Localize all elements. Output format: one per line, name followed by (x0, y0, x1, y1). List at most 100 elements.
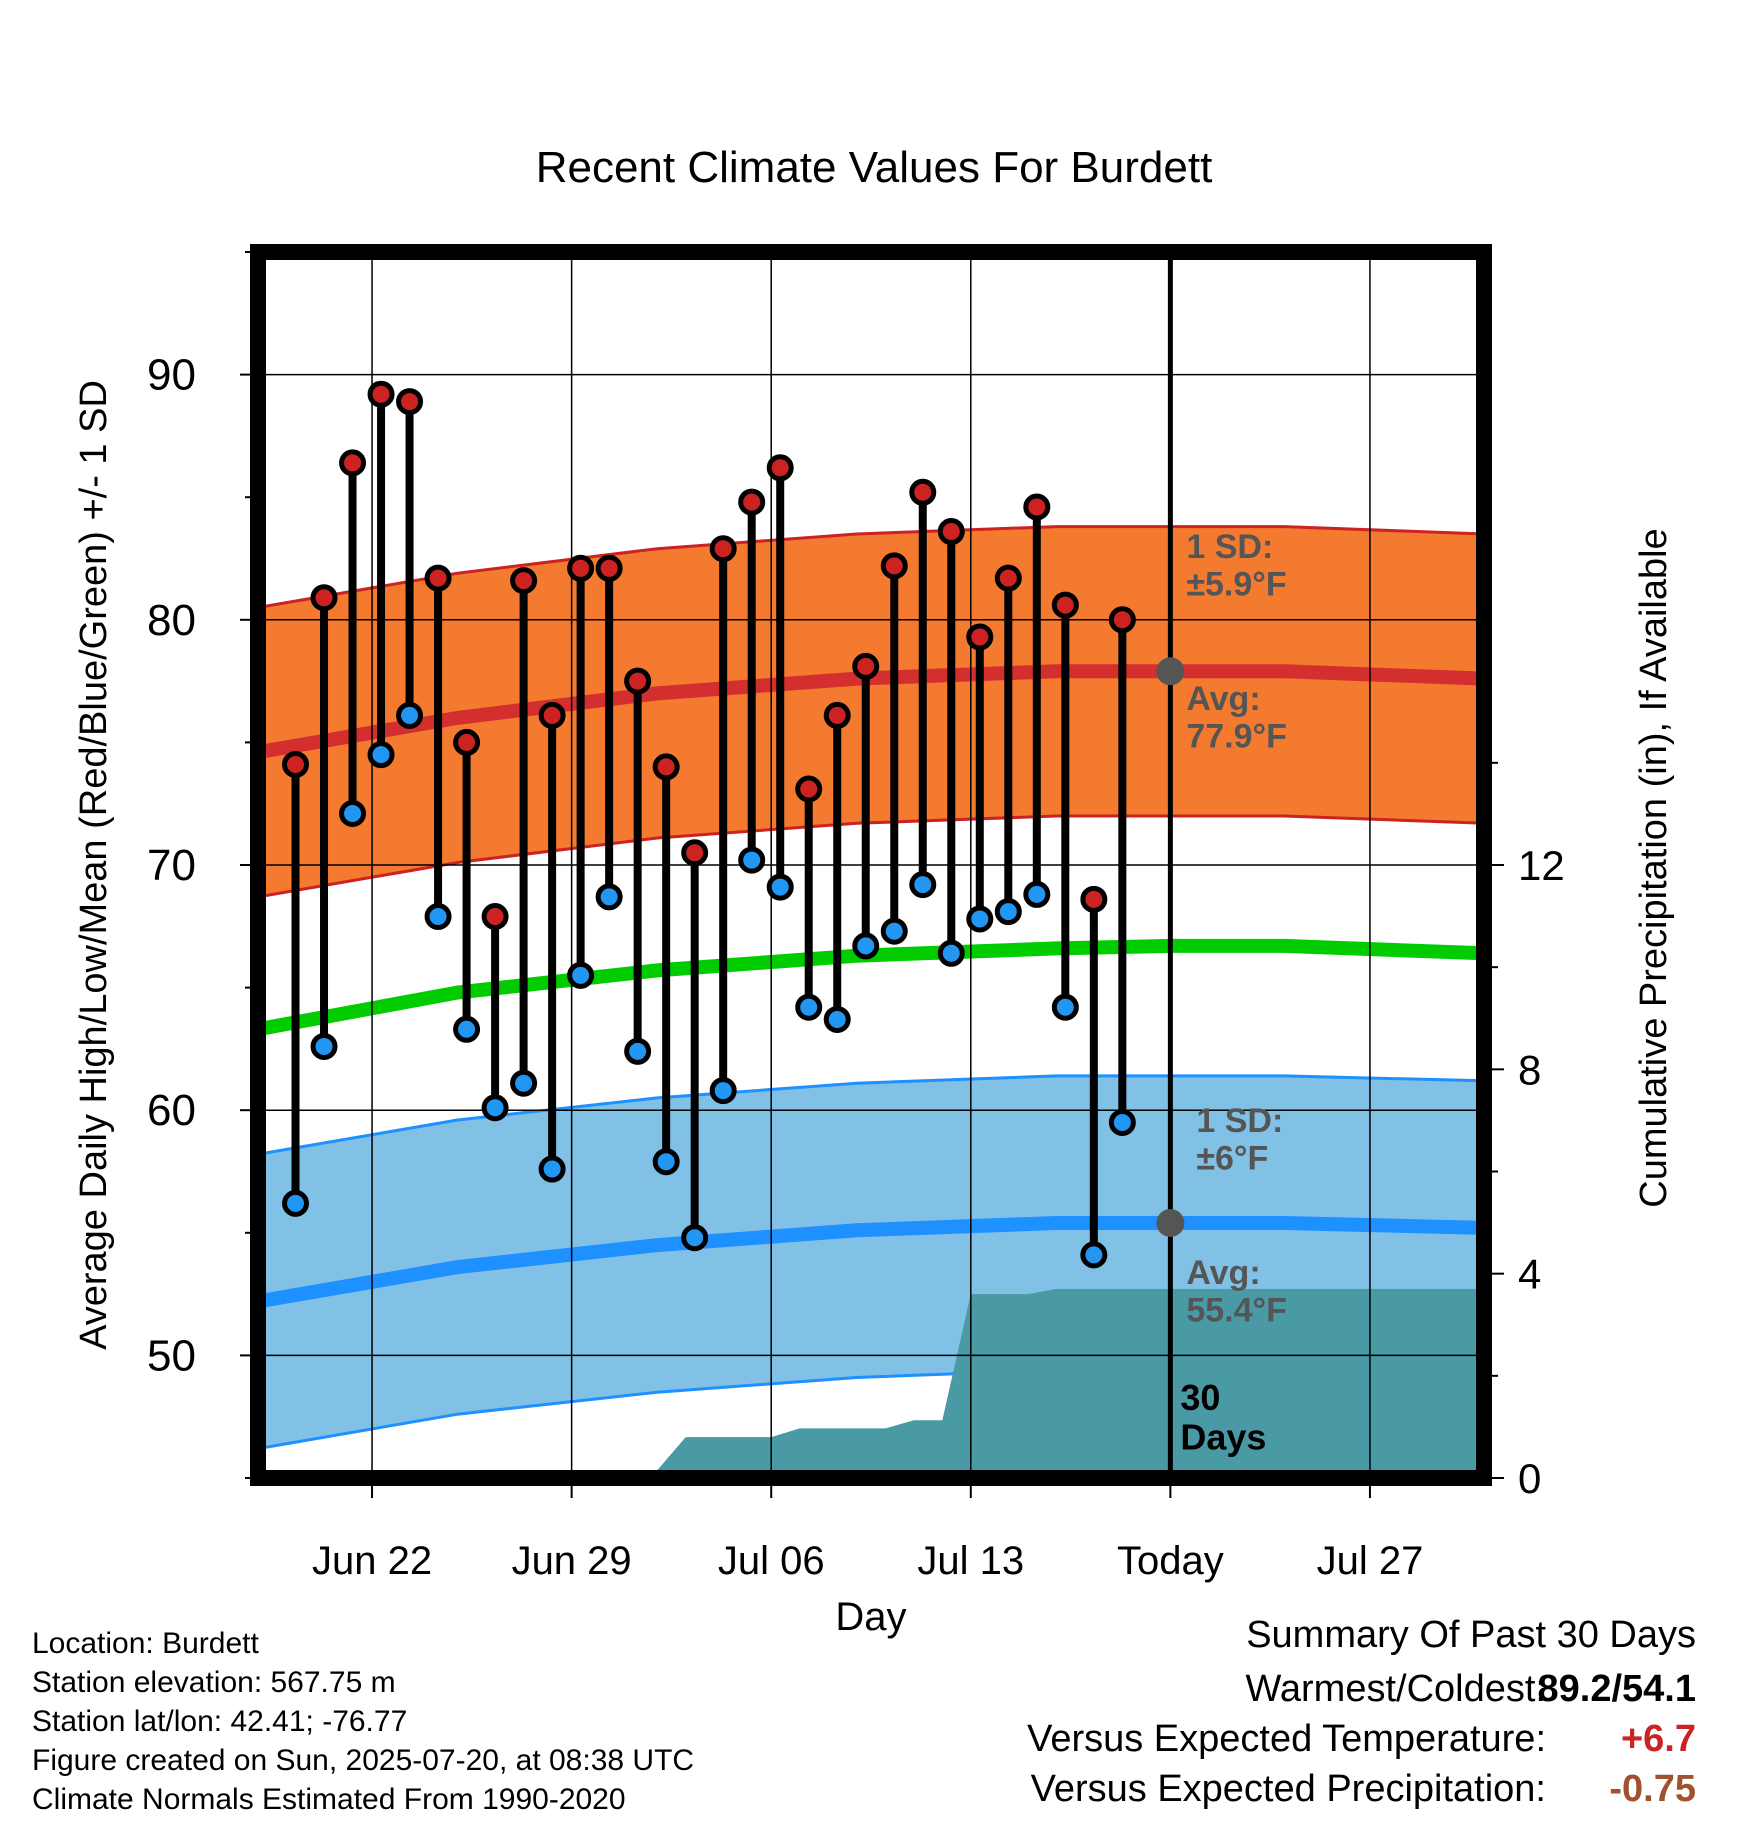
chart-title: Recent Climate Values For Burdett (536, 143, 1213, 192)
daily-low-point (367, 741, 395, 769)
daily-high-point (738, 488, 766, 516)
daily-high-point (681, 839, 709, 867)
mean-normal-line (258, 938, 1484, 1037)
y-right-axis-label: Cumulative Precipitation (in), If Availa… (1633, 528, 1675, 1207)
precip-diff-label: Versus Expected Precipitation: (1030, 1768, 1546, 1810)
high-avg-annotation: Avg: 77.9°F (1186, 680, 1287, 755)
daily-low-point (738, 846, 766, 874)
daily-high-point (310, 584, 338, 612)
latlon-text: Station lat/lon: 42.41; -76.77 (32, 1705, 408, 1738)
daily-low-point (766, 873, 794, 901)
precip-diff-value: -0.75 (1609, 1768, 1696, 1810)
daily-high-point (880, 552, 908, 580)
summary-row-warmest: Warmest/Coldest: 89.2/54.1 (796, 1668, 1696, 1718)
daily-high-point (709, 535, 737, 563)
daily-low-point (339, 800, 367, 828)
y-right-tick-label: 8 (1518, 1046, 1541, 1093)
daily-series (282, 380, 1136, 1269)
summary-row-precip: Versus Expected Precipitation: -0.75 (796, 1768, 1696, 1818)
daily-low-point (937, 939, 965, 967)
summary-title-row: Summary Of Past 30 Days (796, 1614, 1696, 1668)
daily-low-point (823, 1005, 851, 1033)
created-text: Figure created on Sun, 2025-07-20, at 08… (32, 1744, 695, 1777)
x-tick-label: Jul 27 (1317, 1539, 1424, 1583)
summary-row-temp: Versus Expected Temperature: +6.7 (796, 1718, 1696, 1768)
today-low-normal-marker (1156, 1208, 1185, 1237)
temp-diff-value: +6.7 (1620, 1718, 1696, 1760)
annotations: 1 SD: ±5.9°F Avg: 77.9°F 1 SD: ±6°F Avg: 55.4°F… (1156, 528, 1287, 1458)
daily-high-point (510, 567, 538, 595)
high-band-lower-edge (258, 814, 1484, 899)
y-right-tick-label: 12 (1518, 842, 1565, 889)
daily-low-point (1080, 1241, 1108, 1269)
x-axis-label: Day (835, 1595, 906, 1639)
daily-low-point (1023, 880, 1051, 908)
x-tick-label: Today (1117, 1539, 1224, 1583)
daily-high-point (595, 554, 623, 582)
daily-low-point (966, 905, 994, 933)
warmest-coldest-value: 89.2/54.1 (1537, 1668, 1696, 1710)
daily-low-point (567, 961, 595, 989)
today-high-normal-marker (1156, 657, 1185, 686)
low-avg-annotation: Avg: 55.4°F (1186, 1254, 1287, 1329)
x-tick-label: Jun 29 (512, 1539, 632, 1583)
y-left-tick-label: 90 (147, 351, 196, 400)
location-text: Location: Burdett (32, 1627, 259, 1660)
normals-text: Climate Normals Estimated From 1990-2020 (32, 1783, 626, 1816)
plot-frame (250, 244, 1492, 1486)
daily-high-point (1023, 493, 1051, 521)
low-sd-annotation: 1 SD: ±6°F (1196, 1102, 1283, 1177)
daily-low-point (880, 917, 908, 945)
temp-diff-label: Versus Expected Temperature: (1027, 1718, 1546, 1760)
daily-low-point (624, 1037, 652, 1065)
daily-low-point (909, 871, 937, 899)
daily-high-point (481, 902, 509, 930)
daily-high-point (339, 449, 367, 477)
daily-high-point (966, 623, 994, 651)
station-info: Location: Burdett Station elevation: 567… (32, 1624, 694, 1819)
daily-low-point (282, 1189, 310, 1217)
daily-low-point (453, 1015, 481, 1043)
warmest-coldest-label: Warmest/Coldest: (1245, 1668, 1546, 1710)
daily-high-point (909, 478, 937, 506)
daily-low-point (481, 1094, 509, 1122)
summary-panel: Summary Of Past 30 Days Warmest/Coldest:… (796, 1614, 1696, 1818)
daily-low-point (595, 883, 623, 911)
daily-low-point (424, 902, 452, 930)
grid-lines (258, 252, 1484, 1478)
x-tick-label: Jul 06 (718, 1539, 825, 1583)
x-tick-label: Jun 22 (312, 1539, 432, 1583)
y-right-tick-label: 0 (1518, 1455, 1541, 1502)
daily-high-point (1051, 591, 1079, 619)
y-right-tick-label: 4 (1518, 1251, 1541, 1298)
precip-area (258, 1289, 1484, 1478)
daily-high-point (1108, 606, 1136, 634)
daily-high-point (795, 775, 823, 803)
y-left-tick-label: 80 (147, 596, 196, 645)
y-left-tick-label: 60 (147, 1086, 196, 1135)
summary-title: Summary Of Past 30 Days (1246, 1614, 1696, 1656)
daily-high-point (624, 667, 652, 695)
daily-high-point (852, 652, 880, 680)
y-left-axis-label: Average Daily High/Low/Mean (Red/Blue/Gr… (73, 380, 115, 1350)
daily-low-point (681, 1224, 709, 1252)
daily-high-point (282, 750, 310, 778)
daily-high-point (424, 564, 452, 592)
daily-high-point (538, 701, 566, 729)
daily-high-point (994, 564, 1022, 592)
daily-high-point (567, 554, 595, 582)
y-left-tick-label: 70 (147, 841, 196, 890)
daily-high-point (1080, 885, 1108, 913)
daily-high-point (652, 753, 680, 781)
daily-low-point (510, 1069, 538, 1097)
daily-high-point (367, 380, 395, 408)
high-normal-line (258, 664, 1484, 760)
high-sd-annotation: 1 SD: ±5.9°F (1186, 528, 1286, 603)
daily-low-point (795, 993, 823, 1021)
daily-low-point (1108, 1108, 1136, 1136)
daily-high-point (937, 518, 965, 546)
daily-high-point (453, 728, 481, 756)
period-annotation: 30 Days (1180, 1377, 1266, 1458)
daily-high-point (396, 388, 424, 416)
